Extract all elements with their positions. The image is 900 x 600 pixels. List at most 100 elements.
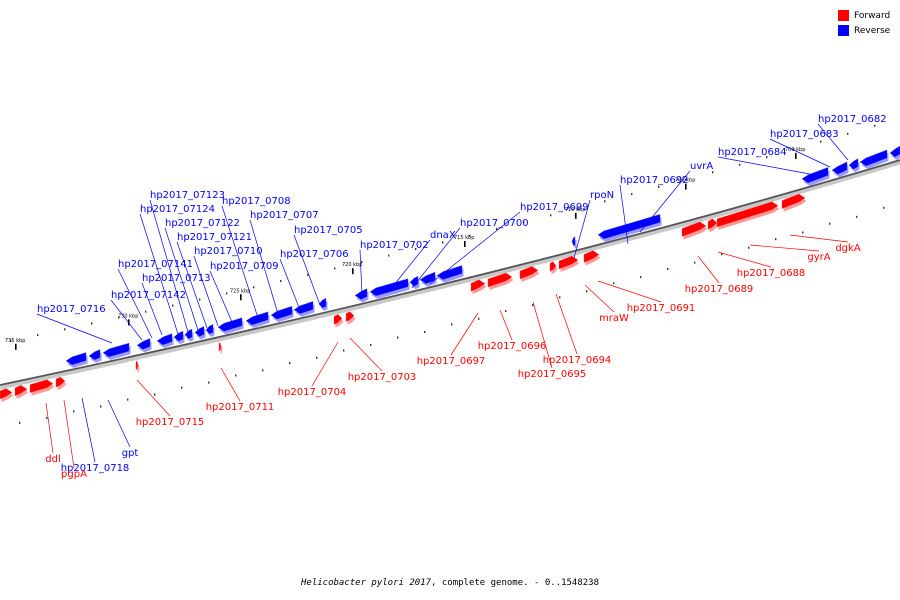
gene-label-text[interactable]: hp2017_0692 [620, 175, 689, 186]
gene-arrow-hp2017-0692[interactable] [801, 167, 830, 186]
gene-arrow-hp2017-0708[interactable] [318, 298, 328, 311]
gene-arrow-hp2017-0707[interactable] [354, 288, 369, 303]
gene-label-hp2017-0707[interactable]: hp2017_0707 [249, 210, 319, 315]
gene-label-text[interactable]: mraW [599, 313, 629, 324]
gene-arrow-hp2017-0711[interactable] [55, 376, 67, 391]
gene-label-text[interactable]: gyrA [807, 252, 830, 263]
gene-body[interactable] [293, 301, 314, 315]
gene-arrow-gpt[interactable] [102, 342, 131, 360]
gene-arrow-hp2017-0689[interactable] [558, 255, 580, 272]
gene-label-text[interactable]: hp2017_0715 [136, 417, 205, 428]
gene-label-hp2017-0695[interactable]: hp2017_0695 [518, 301, 587, 380]
gene-arrow-hp2017-0716[interactable] [136, 338, 152, 353]
gene-label-text[interactable]: hp2017_0708 [222, 196, 291, 207]
gene-body[interactable] [801, 167, 829, 184]
gene-label-text[interactable]: hp2017_0703 [348, 372, 417, 383]
gene-label-dgka[interactable]: dgkA [789, 234, 861, 254]
gene-body[interactable] [707, 218, 718, 230]
gene-label-hp2017-0689[interactable]: hp2017_0689 [685, 255, 754, 295]
gene-arrow-rpon[interactable] [597, 214, 662, 242]
gene-body[interactable] [470, 279, 486, 292]
gene-label-uvra[interactable]: uvrA [639, 161, 713, 233]
gene-label-hp2017-0688[interactable]: hp2017_0688 [717, 251, 805, 279]
gene-label-pgpa[interactable]: pgpA [61, 399, 87, 480]
gene-arrow-hp2017-0688-ext[interactable] [716, 201, 780, 230]
gene-arrow-hp2017-0699[interactable] [571, 236, 577, 249]
gene-label-hp2017-0710[interactable]: hp2017_0710 [193, 246, 263, 327]
gene-arrow-hp2017-0695[interactable] [470, 279, 487, 295]
gene-arrow-hp2017-0713[interactable] [184, 328, 194, 342]
gene-body[interactable] [318, 298, 327, 309]
gene-label-hp2017-0684[interactable]: hp2017_0684 [717, 147, 816, 176]
gene-label-hp2017-07124[interactable]: hp2017_07124 [139, 204, 215, 335]
gene-label-hp2017-0713[interactable]: hp2017_0713 [141, 273, 211, 336]
gene-body[interactable] [419, 271, 436, 285]
gene-label-text[interactable]: hp2017_0691 [627, 303, 696, 314]
gene-arrow-hp2017-0704[interactable] [218, 342, 223, 355]
gene-labels[interactable]: hp2017_0718 gpt hp2017_0716 hp2017_07142 hp2… [36, 114, 887, 480]
gene-body[interactable] [135, 360, 139, 370]
gene-arrow-hp2017-07121[interactable] [245, 311, 270, 328]
gene-arrow-dnax[interactable] [419, 271, 437, 287]
gene-label-hp2017-07122[interactable]: hp2017_07122 [164, 218, 240, 331]
gene-arrow-hp2017-0718[interactable] [88, 349, 102, 363]
gene-label-hp2017-0709[interactable]: hp2017_0709 [209, 261, 279, 323]
gene-body[interactable] [217, 317, 243, 332]
gene-body[interactable] [55, 376, 66, 388]
gene-label-hp2017-0696[interactable]: hp2017_0696 [478, 309, 547, 352]
gene-label-text[interactable]: hp2017_07121 [177, 232, 252, 243]
gene-arrow-hp2017-07142[interactable] [156, 333, 174, 348]
gene-arrow-hp2017-0694[interactable] [487, 272, 514, 290]
gene-label-text[interactable]: hp2017_0694 [543, 355, 612, 366]
gene-label-gyra[interactable]: gyrA [749, 244, 831, 263]
gene-label-text[interactable]: hp2017_07142 [111, 290, 186, 301]
gene-body[interactable] [14, 385, 28, 397]
gene-body[interactable] [487, 272, 513, 288]
gene-label-text[interactable]: hp2017_0702 [360, 240, 429, 251]
gene-label-hp2017-0704[interactable]: hp2017_0704 [278, 341, 347, 398]
gene-label-text[interactable]: hp2017_0716 [37, 304, 106, 315]
gene-body[interactable] [354, 288, 368, 300]
gene-body[interactable] [549, 261, 557, 272]
gene-arrow-hp2017-0700[interactable] [436, 265, 464, 283]
gene-label-text[interactable]: hp2017_0707 [250, 210, 319, 221]
gene-body[interactable] [436, 265, 463, 280]
gene-label-text[interactable]: hp2017_0699 [520, 202, 589, 213]
gene-body[interactable] [102, 342, 130, 358]
gene-body[interactable] [136, 338, 151, 350]
gene-label-hp2017-07142[interactable]: hp2017_07142 [110, 290, 186, 341]
gene-label-hp2017-07141[interactable]: hp2017_07141 [117, 259, 193, 339]
gene-arrow-dgka-ext[interactable] [781, 193, 807, 212]
gene-body[interactable] [583, 250, 600, 263]
gene-label-hp2017-0703[interactable]: hp2017_0703 [348, 337, 417, 383]
gene-label-text[interactable]: hp2017_0682 [818, 114, 887, 125]
gene-arrow-hp2017-07124[interactable] [194, 326, 206, 340]
gene-arrow-pgpa[interactable] [14, 385, 29, 399]
gene-arrow-hp2017-0710[interactable] [270, 305, 294, 323]
gene-label-hp2017-0700[interactable]: hp2017_0700 [411, 218, 529, 289]
gene-label-text[interactable]: hp2017_0683 [770, 129, 839, 140]
gene-arrow-hp2017-0718[interactable] [65, 352, 88, 368]
gene-label-gpt[interactable]: gpt [107, 399, 138, 459]
gene-body[interactable] [831, 161, 848, 175]
gene-label-hp2017-07121[interactable]: hp2017_07121 [176, 232, 252, 329]
gene-arrow-hp2017-0683[interactable] [859, 149, 889, 169]
gene-body[interactable] [716, 201, 779, 228]
gene-label-text[interactable]: hp2017_0695 [518, 369, 587, 380]
gene-label-text[interactable]: ddl [45, 454, 60, 465]
gene-arrow-mraw[interactable] [519, 266, 540, 282]
gene-arrow-gyra[interactable] [681, 221, 708, 240]
gene-body[interactable] [65, 352, 87, 366]
gene-arrow-hp2017-0682[interactable] [889, 145, 900, 161]
gene-label-text[interactable]: hp2017_0711 [206, 402, 275, 413]
gene-label-text[interactable]: hp2017_0705 [294, 225, 363, 236]
gene-body[interactable] [889, 145, 900, 158]
gene-body[interactable] [173, 330, 184, 342]
gene-arrow-hp2017-0715[interactable] [29, 379, 55, 396]
gene-label-text[interactable]: hp2017_07124 [140, 204, 215, 215]
gene-label-text[interactable]: hp2017_0713 [142, 273, 211, 284]
gene-body[interactable] [88, 349, 101, 361]
gene-label-hp2017-0706[interactable]: hp2017_0706 [279, 249, 349, 311]
gene-label-hp2017-0715[interactable]: hp2017_0715 [136, 379, 205, 428]
gene-body[interactable] [519, 266, 539, 280]
